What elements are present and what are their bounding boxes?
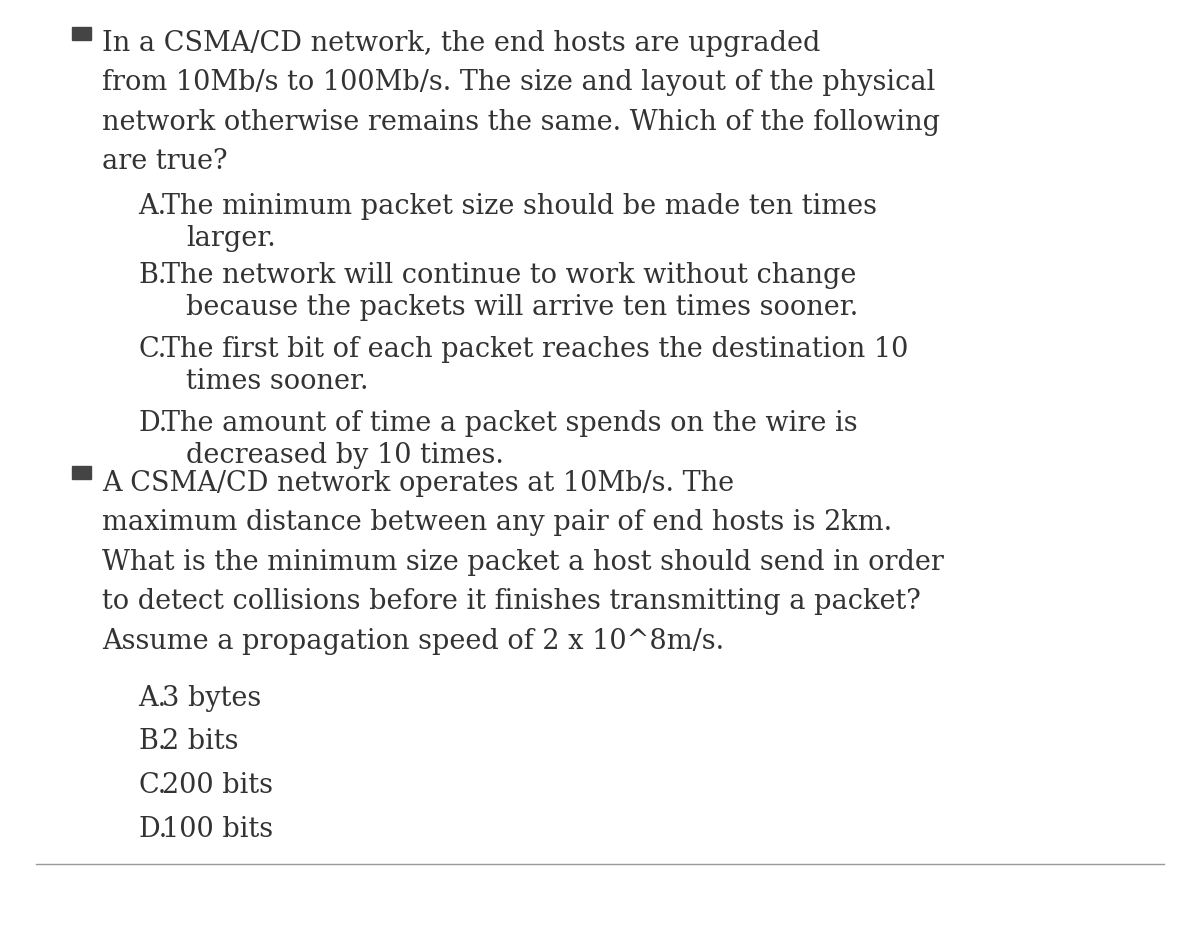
Text: The first bit of each packet reaches the destination 10: The first bit of each packet reaches the…	[162, 336, 908, 362]
Text: larger.: larger.	[186, 225, 276, 252]
Text: times sooner.: times sooner.	[186, 368, 368, 395]
Text: 200 bits: 200 bits	[162, 771, 274, 798]
FancyBboxPatch shape	[72, 28, 91, 41]
Text: The minimum packet size should be made ten times: The minimum packet size should be made t…	[162, 193, 877, 220]
Text: 3 bytes: 3 bytes	[162, 684, 262, 711]
Text: A CSMA/CD network operates at 10Mb/s. The
maximum distance between any pair of e: A CSMA/CD network operates at 10Mb/s. Th…	[102, 469, 944, 654]
Text: B.: B.	[138, 261, 167, 288]
Text: 100 bits: 100 bits	[162, 815, 274, 842]
Text: A.: A.	[138, 684, 166, 711]
Text: 2 bits: 2 bits	[162, 728, 239, 755]
Text: The network will continue to work without change: The network will continue to work withou…	[162, 261, 857, 288]
Text: B.: B.	[138, 728, 167, 755]
FancyBboxPatch shape	[72, 466, 91, 479]
Text: C.: C.	[138, 336, 167, 362]
Text: C.: C.	[138, 771, 167, 798]
Text: A.: A.	[138, 193, 166, 220]
Text: D.: D.	[138, 815, 167, 842]
Text: decreased by 10 times.: decreased by 10 times.	[186, 442, 504, 469]
Text: In a CSMA/CD network, the end hosts are upgraded
from 10Mb/s to 100Mb/s. The siz: In a CSMA/CD network, the end hosts are …	[102, 30, 940, 175]
Text: D.: D.	[138, 410, 167, 437]
Text: The amount of time a packet spends on the wire is: The amount of time a packet spends on th…	[162, 410, 858, 437]
Text: because the packets will arrive ten times sooner.: because the packets will arrive ten time…	[186, 294, 858, 321]
